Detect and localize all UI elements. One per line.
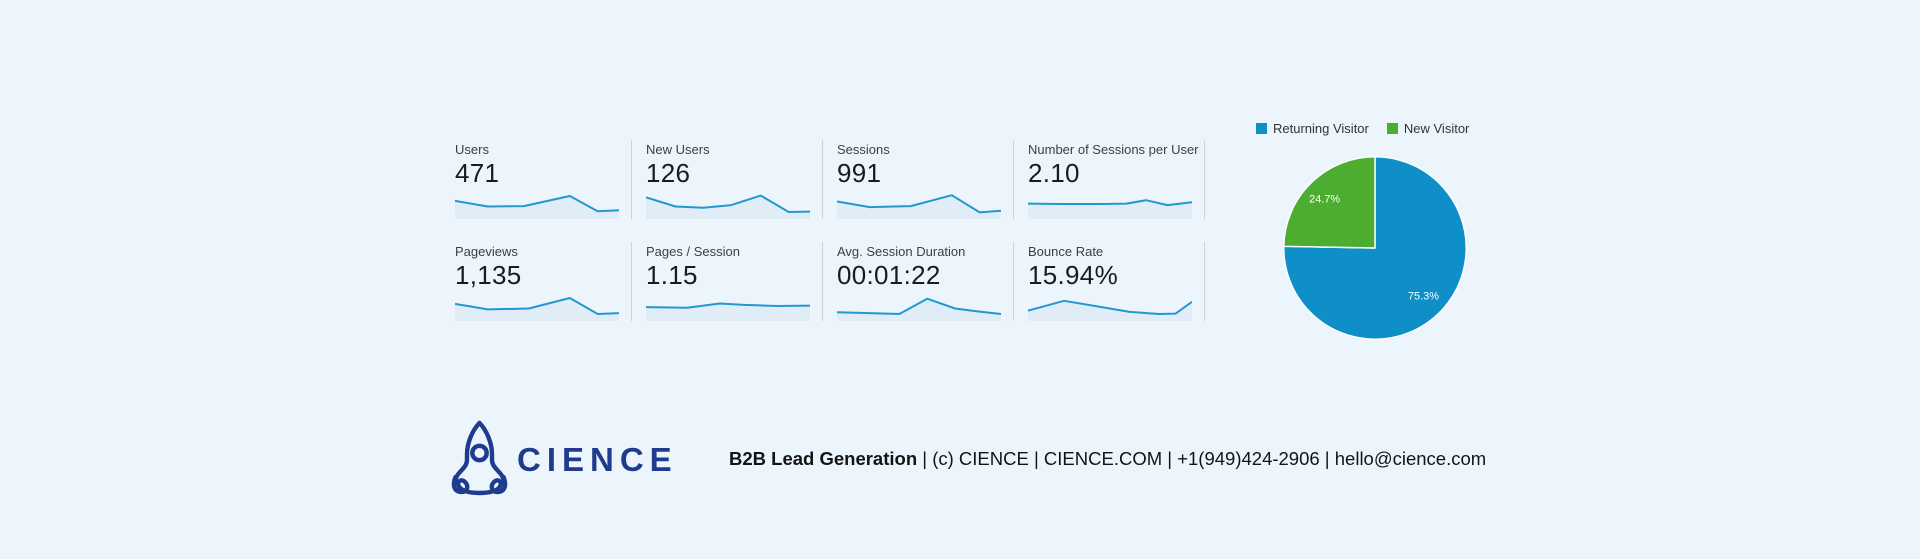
metric-label: Users	[455, 142, 489, 157]
metric-card-pages-per-session: Pages / Session 1.15	[632, 242, 823, 321]
brand-wordmark: CIENCE	[517, 441, 678, 478]
metric-card-sessions-per-user: Number of Sessions per User 2.10	[1014, 140, 1205, 219]
footer-tagline-rest: | (c) CIENCE | CIENCE.COM | +1(949)424-2…	[917, 448, 1487, 469]
metric-value: 991	[837, 158, 882, 188]
metric-label: Number of Sessions per User	[1028, 142, 1199, 157]
footer-tagline-bold: B2B Lead Generation	[729, 448, 918, 469]
metric-value: 126	[646, 158, 691, 188]
metric-value: 1,135	[455, 260, 522, 290]
pie-slice-label-returning-visitor: 75.3%	[1408, 290, 1439, 302]
metric-label: Pageviews	[455, 244, 518, 259]
sparkline-chart	[646, 191, 810, 219]
footer-tagline: B2B Lead Generation | (c) CIENCE | CIENC…	[729, 447, 1486, 470]
legend-item-returning-visitor[interactable]: Returning Visitor	[1256, 121, 1369, 136]
metric-card-users: Users 471	[441, 140, 632, 219]
sparkline-chart	[837, 191, 1001, 219]
metric-value: 15.94%	[1028, 260, 1118, 290]
metric-card-bounce-rate: Bounce Rate 15.94%	[1014, 242, 1205, 321]
pie-slices	[1283, 156, 1467, 340]
legend-swatch	[1256, 123, 1267, 134]
legend-item-new-visitor[interactable]: New Visitor	[1386, 121, 1470, 136]
metric-value: 00:01:22	[837, 260, 941, 290]
sparkline-chart	[455, 293, 619, 321]
sparkline-chart	[837, 293, 1001, 321]
metric-label: New Users	[646, 142, 710, 157]
metric-card-avg-session-duration: Avg. Session Duration 00:01:22	[823, 242, 1014, 321]
metric-value: 1.15	[646, 260, 698, 290]
visitor-type-pie-chart: 24.7% 75.3%	[1283, 156, 1467, 340]
pie-legend: Returning Visitor New Visitor	[1256, 121, 1469, 136]
metric-label: Sessions	[837, 142, 890, 157]
metric-card-pageviews: Pageviews 1,135	[441, 242, 632, 321]
pie-slice-label-new-visitor: 24.7%	[1309, 193, 1340, 205]
sparkline-chart	[646, 293, 810, 321]
metrics-grid: Users 471 New Users 126 Sessions 991 Num…	[441, 140, 1205, 321]
metric-value: 2.10	[1028, 158, 1080, 188]
metric-label: Avg. Session Duration	[837, 244, 966, 259]
metric-card-sessions: Sessions 991	[823, 140, 1014, 219]
metric-value: 471	[455, 158, 500, 188]
sparkline-chart	[1028, 293, 1192, 321]
metric-label: Pages / Session	[646, 244, 740, 259]
cience-rocket-logo-icon	[451, 420, 508, 496]
sparkline-chart	[1028, 191, 1192, 219]
legend-swatch	[1386, 123, 1398, 134]
metric-card-new-users: New Users 126	[632, 140, 823, 219]
sparkline-chart	[455, 191, 619, 219]
metric-label: Bounce Rate	[1028, 244, 1104, 259]
legend-label: Returning Visitor	[1273, 121, 1369, 136]
legend-label: New Visitor	[1403, 121, 1470, 136]
